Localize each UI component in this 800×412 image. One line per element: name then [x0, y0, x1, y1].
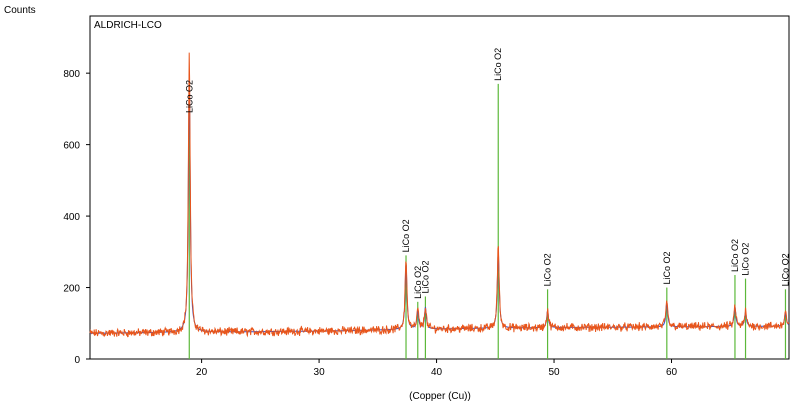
peak-label: LiCo O2: [662, 252, 672, 285]
plot-frame: [89, 15, 790, 360]
y-tick-label: 600: [63, 141, 80, 152]
peak-label: LiCo O2: [741, 243, 751, 276]
x-tick-label: 60: [666, 367, 678, 378]
x-tick-label: 40: [431, 367, 443, 378]
peak-label: LiCo O2: [401, 219, 411, 252]
peak-label: LiCo O2: [780, 253, 790, 286]
peak-label: LiCo O2: [493, 48, 503, 81]
x-axis-label: (Copper (Cu)): [409, 391, 471, 402]
x-tick-label: 20: [196, 367, 208, 378]
y-tick-label: 0: [74, 355, 80, 366]
sample-label: ALDRICH-LCO: [94, 20, 162, 31]
peak-label: LiCo O2: [420, 260, 430, 293]
reference-lines: [188, 83, 787, 359]
pattern-traces: [89, 52, 790, 338]
peak-label: LiCo O2: [413, 266, 423, 299]
y-axis: 0 200 400 600 800: [63, 69, 90, 366]
peak-label: LiCo O2: [184, 80, 194, 113]
y-tick-label: 400: [63, 212, 80, 223]
x-tick-label: 50: [548, 367, 560, 378]
y-tick-label: 800: [63, 69, 80, 80]
x-tick-label: 30: [314, 367, 326, 378]
observed-trace: [89, 52, 790, 338]
peak-label: LiCo O2: [730, 239, 740, 272]
peak-label: LiCo O2: [543, 253, 553, 286]
x-axis: 20 30 40 50 60: [196, 359, 678, 378]
y-tick-label: 200: [63, 284, 80, 295]
y-axis-label: Counts: [4, 5, 36, 16]
